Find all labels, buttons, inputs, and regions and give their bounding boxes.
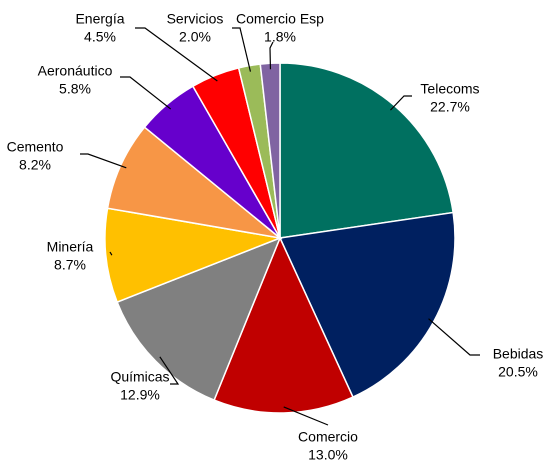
leader-line xyxy=(80,153,127,169)
leader-line xyxy=(159,356,180,385)
slice-label: Cemento xyxy=(7,139,64,155)
leader-line xyxy=(428,318,480,356)
slice-label: Aeronáutico xyxy=(38,63,113,79)
slice-value-label: 2.0% xyxy=(179,29,211,45)
slice-label: Energía xyxy=(75,11,124,27)
slice-value-label: 8.2% xyxy=(19,157,51,173)
leader-line xyxy=(269,41,274,70)
leader-line xyxy=(109,251,113,256)
pie-slice xyxy=(104,207,283,304)
slice-label: Comercio Esp xyxy=(236,11,324,27)
slice-label: Comercio xyxy=(298,429,358,445)
leader-line xyxy=(283,406,329,426)
leader-line xyxy=(390,95,412,111)
slice-value-label: 12.9% xyxy=(120,387,160,403)
pie-slice xyxy=(116,236,282,402)
pie-slice xyxy=(213,236,354,414)
slice-label: Bebidas xyxy=(493,346,544,362)
slice-value-label: 5.8% xyxy=(59,81,91,97)
slice-label: Telecoms xyxy=(420,81,479,97)
slice-value-label: 20.5% xyxy=(498,364,538,380)
slice-label: Minería xyxy=(47,239,94,255)
slice-label: Servicios xyxy=(167,11,224,27)
slice-value-label: 13.0% xyxy=(308,447,348,463)
pie-slice xyxy=(278,211,456,399)
leader-line xyxy=(120,76,172,110)
slice-label: Químicas xyxy=(110,369,169,385)
slice-value-label: 22.7% xyxy=(430,99,470,115)
slice-value-label: 1.8% xyxy=(264,29,296,45)
leader-line xyxy=(135,27,218,82)
leader-line xyxy=(232,27,252,72)
slice-value-label: 8.7% xyxy=(54,257,86,273)
slice-value-label: 4.5% xyxy=(84,29,116,45)
